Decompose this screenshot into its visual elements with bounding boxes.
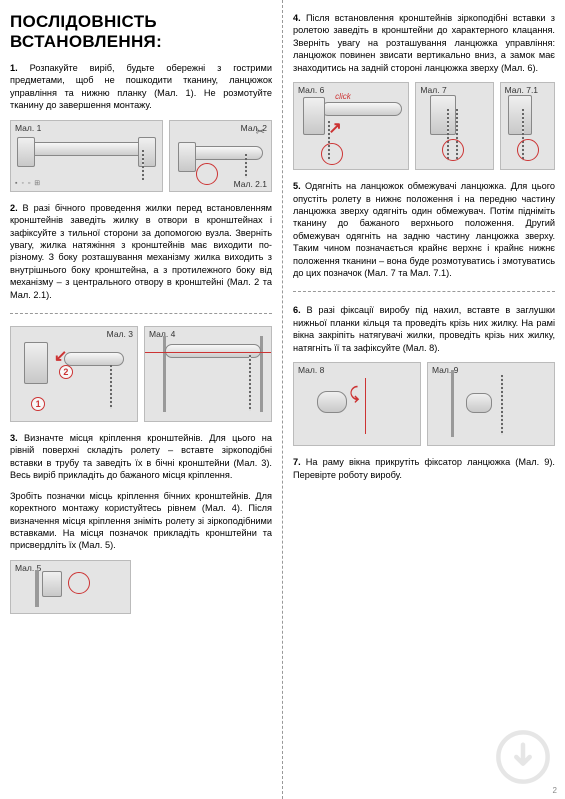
step-5: 5. Одягніть на ланцюжок обмежувачі ланцю… — [293, 180, 555, 279]
fig-7: Мал. 7 — [415, 82, 493, 170]
bracket-shape — [138, 137, 156, 167]
bracket-shape — [508, 95, 532, 135]
divider — [10, 313, 272, 314]
circle-mark — [517, 139, 539, 161]
fig-9-label: Мал. 9 — [432, 365, 458, 375]
fig-6: Мал. 6 click ↗ — [293, 82, 409, 170]
bracket-shape — [178, 142, 196, 172]
level-line — [145, 352, 271, 353]
circle-mark — [196, 163, 218, 185]
fig-8-label: Мал. 8 — [298, 365, 324, 375]
fig-71: Мал. 7.1 — [500, 82, 555, 170]
bracket-shape — [430, 95, 456, 135]
bracket-shape — [24, 342, 48, 384]
page-title: ПОСЛІДОВНІСТЬ ВСТАНОВЛЕННЯ: — [10, 12, 272, 52]
frame-line — [451, 370, 454, 437]
roller-shape — [64, 352, 125, 366]
bracket-shape — [303, 97, 325, 135]
fig-2: Мал. 2 ✂ Мал. 2.1 — [169, 120, 272, 192]
click-label: click — [335, 92, 351, 101]
step-3b: Зробіть позначки місць кріплення бічних … — [10, 490, 272, 552]
fig-row-3: Мал. 5 — [10, 560, 272, 614]
bracket-shape — [17, 137, 35, 167]
arrow-icon: ↙ — [54, 346, 67, 366]
parts-icons: ▪ ◦ ▫ ⊞ — [15, 179, 41, 187]
bracket-shape — [42, 571, 62, 597]
fig-71-label: Мал. 7.1 — [505, 85, 538, 95]
watermark-icon — [495, 729, 551, 785]
chain-shape — [110, 365, 112, 409]
page-number: 2 — [553, 786, 557, 795]
fig-7-label: Мал. 7 — [420, 85, 446, 95]
step-3: 3. Визначте місця кріплення кронштейнів.… — [10, 432, 272, 482]
chain-shape — [249, 355, 251, 411]
fig-5: Мал. 5 — [10, 560, 131, 614]
divider — [293, 291, 555, 292]
arrow-icon: ⤹ — [349, 386, 359, 404]
fig-6-label: Мал. 6 — [298, 85, 324, 95]
chain-shape — [245, 154, 247, 178]
fig-21-label: Мал. 2.1 — [234, 179, 267, 189]
badge-2: 2 — [59, 365, 73, 379]
roller-shape — [321, 102, 401, 116]
fig-9: Мал. 9 — [427, 362, 555, 446]
arrow-icon: ↗ — [328, 118, 341, 138]
step-7: 7. На раму вікна прикрутіть фіксатор лан… — [293, 456, 555, 481]
fig-row-1: Мал. 1 ▪ ◦ ▫ ⊞ Мал. 2 ✂ Мал. 2.1 — [10, 120, 272, 192]
fig-1-label: Мал. 1 — [15, 123, 41, 133]
step-1: 1. Розпакуйте виріб, будьте обережні з г… — [10, 62, 272, 112]
step-2: 2. В разі бічного проведення жилки перед… — [10, 202, 272, 301]
badge-1: 1 — [31, 397, 45, 411]
chain-shape — [501, 375, 503, 435]
col-right: 4. Після встановлення кронштейнів зіркоп… — [283, 0, 565, 799]
bracket-shape — [317, 391, 347, 413]
fig-8: Мал. 8 ⤹ — [293, 362, 421, 446]
chain-shape — [142, 150, 144, 180]
fig-4: Мал. 4 — [144, 326, 272, 422]
fig-row-4: Мал. 6 click ↗ Мал. 7 Мал. 7.1 — [293, 82, 555, 170]
fig-row-5: Мал. 8 ⤹ Мал. 9 — [293, 362, 555, 446]
frame-line — [35, 570, 39, 606]
frame-line — [260, 336, 263, 411]
fig-3-label: Мал. 3 — [107, 329, 133, 339]
scissors-icon: ✂ — [256, 125, 265, 138]
fig-3: Мал. 3 ↙ 2 1 — [10, 326, 138, 422]
circle-mark — [321, 143, 343, 165]
circle-mark — [68, 572, 90, 594]
bracket-shape — [466, 393, 492, 413]
fig-1: Мал. 1 ▪ ◦ ▫ ⊞ — [10, 120, 163, 192]
chain-shape — [365, 378, 366, 434]
fig-row-2: Мал. 3 ↙ 2 1 Мал. 4 — [10, 326, 272, 422]
step-6: 6. В разі фіксації виробу під нахил, вст… — [293, 304, 555, 354]
roller-shape — [23, 142, 150, 156]
circle-mark — [442, 139, 464, 161]
step-4: 4. Після встановлення кронштейнів зіркоп… — [293, 12, 555, 74]
